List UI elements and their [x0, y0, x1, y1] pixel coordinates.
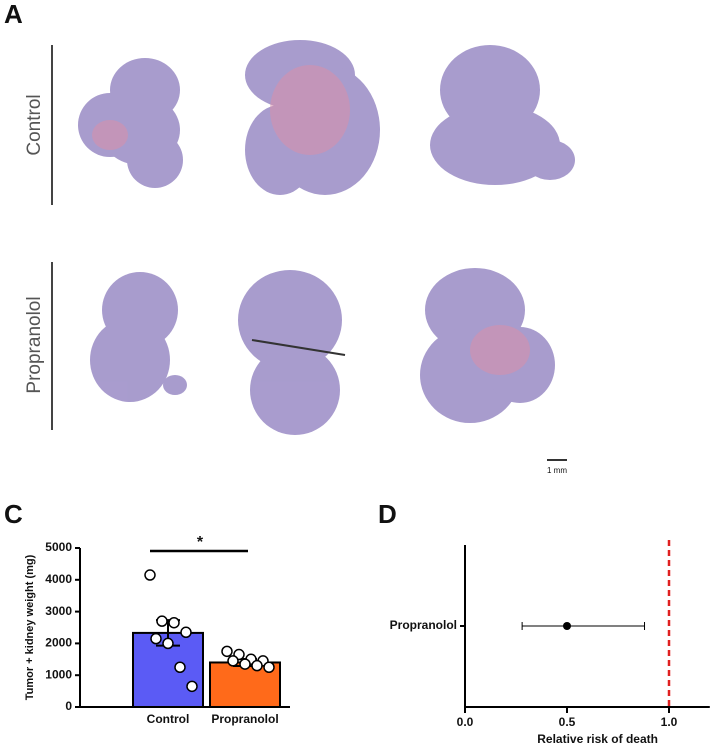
- y-tick-label: Propranolol: [390, 618, 457, 632]
- row-label: Propranolol: [24, 296, 45, 393]
- x-tick-label: 0.0: [457, 715, 474, 729]
- data-point: [156, 615, 168, 627]
- x-tick-label: 0.5: [559, 715, 576, 729]
- y-tick-label: 5000: [45, 540, 72, 554]
- histology: Control Propranolol 1 mm: [24, 40, 575, 475]
- scale-bar-label: 1 mm: [547, 466, 567, 475]
- data-point: [180, 626, 192, 639]
- x-tick-label: Control: [147, 712, 190, 726]
- data-point: [251, 659, 263, 672]
- x-axis-label: Relative risk of death: [537, 732, 658, 746]
- data-point: [162, 637, 174, 650]
- significance-label: *: [197, 534, 204, 551]
- data-point: [144, 569, 156, 581]
- data-point: [186, 680, 198, 693]
- y-tick-label: 2000: [45, 636, 72, 650]
- x-tick-label: 1.0: [661, 715, 678, 729]
- data-point: [221, 645, 233, 658]
- y-tick-label: 4000: [45, 572, 72, 586]
- row-label: Control: [24, 94, 45, 155]
- data-point: [174, 661, 186, 673]
- data-point: [239, 658, 251, 670]
- data-point: [227, 655, 239, 667]
- x-tick-label: Propranolol: [211, 712, 278, 726]
- y-tick-label: 0: [65, 699, 72, 713]
- panel-label: A: [4, 0, 23, 29]
- data-point: [263, 661, 275, 673]
- y-axis-label: Tumor + kidney weight (mg): [24, 554, 36, 700]
- panel-label: D: [378, 499, 397, 529]
- y-tick-label: 1000: [45, 667, 72, 681]
- panel-label: C: [4, 499, 23, 529]
- data-point: [150, 632, 162, 645]
- data-point: [168, 616, 180, 629]
- y-tick-label: 3000: [45, 604, 72, 618]
- estimate: [563, 622, 571, 630]
